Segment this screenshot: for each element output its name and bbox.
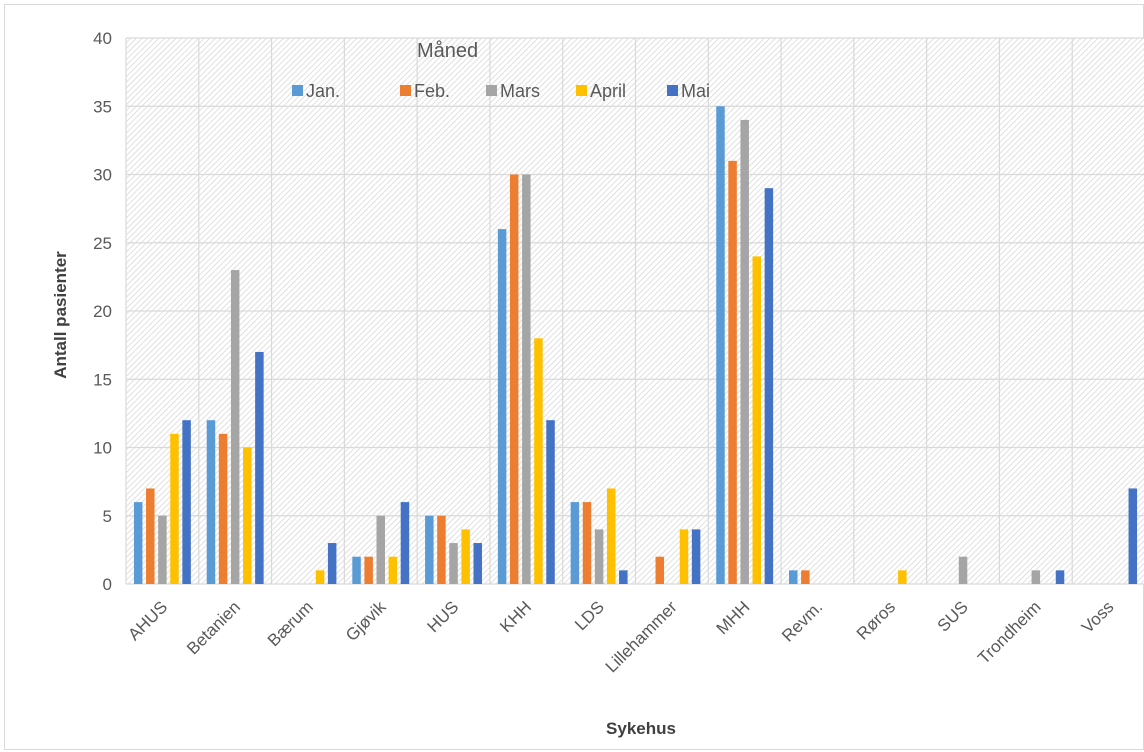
bar [170, 433, 179, 584]
y-tick-label: 30 [93, 166, 112, 185]
legend-label: April [590, 81, 626, 101]
legend-item: Mars [486, 81, 540, 101]
legend-swatch [292, 85, 303, 96]
bar [364, 556, 373, 584]
bar [255, 351, 264, 584]
bar-chart: 0 5 10 15 20 25 30 35 40 AHUS Betanien Bærum Gjøvik… [51, 29, 1144, 738]
y-tick-label: 0 [103, 575, 112, 594]
y-axis-ticks: 0 5 10 15 20 25 30 35 40 [93, 29, 112, 594]
legend-label: Mars [500, 81, 540, 101]
x-tick-label: Røros [853, 597, 899, 643]
bar [1128, 488, 1138, 584]
bar [582, 502, 592, 584]
bar [728, 160, 737, 584]
y-tick-label: 40 [93, 29, 112, 48]
bar [546, 420, 555, 584]
bar [315, 570, 325, 584]
bar [789, 570, 798, 584]
bar [679, 529, 689, 584]
bar [218, 433, 228, 584]
bar [655, 556, 665, 584]
legend-swatch [400, 85, 411, 96]
bar [619, 570, 628, 584]
bar [691, 529, 701, 584]
y-tick-label: 10 [93, 439, 112, 458]
bar [1031, 570, 1041, 584]
bar [509, 174, 519, 584]
y-axis-title: Antall pasienter [51, 251, 70, 379]
y-tick-label: 15 [93, 370, 112, 389]
bar [522, 174, 531, 584]
bar [449, 543, 458, 584]
chart-container: 0 5 10 15 20 25 30 35 40 AHUS Betanien Bærum Gjøvik… [4, 4, 1144, 750]
bar [958, 556, 968, 584]
bar [158, 515, 167, 584]
x-tick-label: Trondheim [974, 597, 1044, 667]
bar [182, 420, 191, 584]
x-tick-label: LDS [571, 597, 608, 634]
bars [133, 106, 1138, 585]
bar [133, 502, 143, 584]
bar [437, 515, 446, 584]
x-tick-label: Voss [1078, 597, 1117, 636]
bar [206, 420, 216, 584]
x-tick-label: Gjøvik [342, 597, 390, 645]
x-tick-label: AHUS [124, 597, 171, 644]
bar [1055, 570, 1065, 584]
bar [764, 188, 774, 584]
legend-item: Jan. [292, 81, 340, 101]
x-axis-title: Sykehus [606, 719, 676, 738]
bar [473, 543, 482, 584]
y-tick-label: 25 [93, 234, 112, 253]
bar [400, 502, 410, 584]
bar [606, 488, 616, 584]
bar [243, 447, 252, 584]
x-tick-label: HUS [424, 597, 463, 636]
legend-title: Måned [417, 40, 478, 62]
x-tick-label: Revm. [778, 597, 826, 645]
legend-item: Feb. [400, 81, 450, 101]
bar [146, 488, 155, 584]
bar [230, 270, 240, 584]
bar [570, 502, 580, 584]
bar [801, 570, 810, 584]
legend-label: Jan. [306, 81, 340, 101]
x-tick-label: Bærum [264, 597, 317, 650]
gridlines [125, 37, 1144, 585]
legend: Måned Jan. Feb. Mars April Mai [292, 40, 710, 101]
y-tick-label: 20 [93, 302, 112, 321]
bar [327, 543, 337, 584]
x-axis-ticks: AHUS Betanien Bærum Gjøvik HUS KHH LDSLilleham… [124, 597, 1117, 676]
y-tick-label: 35 [93, 97, 112, 116]
bar [376, 515, 385, 584]
bar [716, 106, 725, 584]
bar [740, 119, 749, 585]
bar [425, 515, 434, 584]
bar [352, 556, 361, 584]
x-tick-label: MHH [713, 597, 754, 638]
legend-label: Feb. [414, 81, 450, 101]
legend-swatch [486, 85, 497, 96]
bar [594, 529, 604, 584]
x-tick-label: Lillehammer [602, 597, 681, 676]
bar [898, 570, 907, 584]
x-tick-label: SUS [934, 597, 972, 635]
x-tick-label: KHH [496, 597, 535, 636]
x-tick-label: Betanien [183, 597, 244, 658]
bar [388, 556, 398, 584]
legend-item: Mai [667, 81, 710, 101]
legend-item: April [576, 81, 626, 101]
bar [497, 229, 507, 584]
bar [461, 529, 470, 584]
legend-swatch [667, 85, 678, 96]
y-tick-label: 5 [103, 507, 112, 526]
bar [534, 338, 543, 584]
bar [752, 256, 762, 584]
legend-swatch [576, 85, 587, 96]
legend-label: Mai [681, 81, 710, 101]
